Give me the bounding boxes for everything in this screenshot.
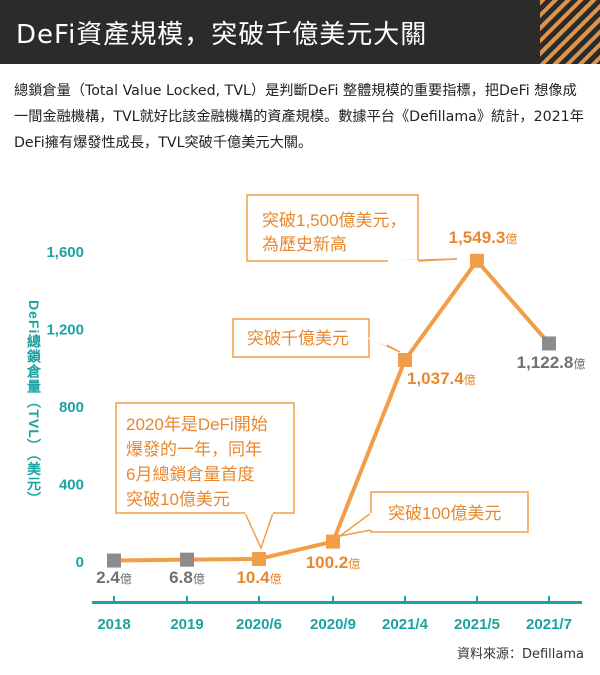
annotation-pointer (243, 512, 275, 551)
data-point-marker (398, 353, 412, 368)
x-tick-label: 2021/7 (526, 616, 572, 633)
annotation-text: 突破1,500億美元， (262, 211, 407, 230)
intro-paragraph: 總鎖倉量（Total Value Locked, TVL）是判斷DeFi 整體規… (14, 83, 584, 151)
x-axis-tick (258, 596, 260, 602)
annotation-text: 突破100億美元 (388, 504, 501, 523)
x-axis-tick (186, 596, 188, 602)
data-value-label: 2.4億 (96, 568, 132, 587)
data-value-label: 10.4億 (236, 568, 281, 587)
y-tick-label: 0 (76, 554, 84, 571)
data-value-label: 1,037.4億 (407, 369, 476, 388)
annotation-box (115, 402, 295, 514)
x-axis-tick (404, 596, 406, 602)
header-stripe-decoration (540, 0, 600, 64)
page-title: DeFi資產規模，突破千億美元大關 (16, 20, 428, 50)
x-tick-label: 2021/5 (454, 616, 500, 633)
x-tick-label: 2018 (97, 616, 130, 633)
annotation-text: 突破千億美元 (247, 329, 349, 348)
x-axis-tick (476, 596, 478, 602)
x-tick-label: 2020/6 (236, 616, 282, 633)
data-point-marker (252, 551, 266, 566)
y-tick-label: 800 (59, 399, 84, 416)
header-bar: DeFi資產規模，突破千億美元大關 (0, 0, 600, 64)
data-point-marker (542, 336, 556, 351)
x-axis-tick (332, 596, 334, 602)
x-axis-line (92, 601, 582, 604)
annotation-box (246, 194, 419, 262)
annotation-text: 6月總鎖倉量首度 (126, 465, 254, 484)
x-tick-label: 2021/4 (382, 616, 429, 633)
annotation-text: 為歷史新高 (262, 235, 347, 254)
annotation-text: 爆發的一年，同年 (126, 440, 262, 459)
data-value-label: 1,549.3億 (449, 228, 518, 247)
y-axis-label: DeFi總鎖倉量（TVL）（美元） (26, 300, 42, 507)
data-point-marker (470, 253, 484, 268)
y-tick-label: 1,600 (46, 244, 84, 261)
y-tick-label: 1,200 (46, 322, 84, 339)
data-point-marker (107, 553, 121, 568)
data-point-marker (180, 552, 194, 567)
data-point-marker (326, 534, 340, 549)
annotation-text: 2020年是DeFi開始 (126, 415, 268, 434)
x-axis-tick (113, 596, 115, 602)
x-axis-tick (548, 596, 550, 602)
x-tick-label: 2020/9 (310, 616, 356, 633)
y-tick-label: 400 (59, 477, 84, 494)
x-tick-label: 2019 (170, 616, 203, 633)
annotation-box (370, 491, 529, 533)
data-value-label: 1,122.8億 (517, 353, 586, 372)
source-note: 資料來源：Defillama (456, 647, 584, 662)
data-value-label: 6.8億 (169, 568, 205, 587)
data-value-label: 100.2億 (306, 553, 361, 572)
annotation-pointer-gap (368, 336, 388, 347)
annotation-text: 突破10億美元 (126, 490, 230, 509)
